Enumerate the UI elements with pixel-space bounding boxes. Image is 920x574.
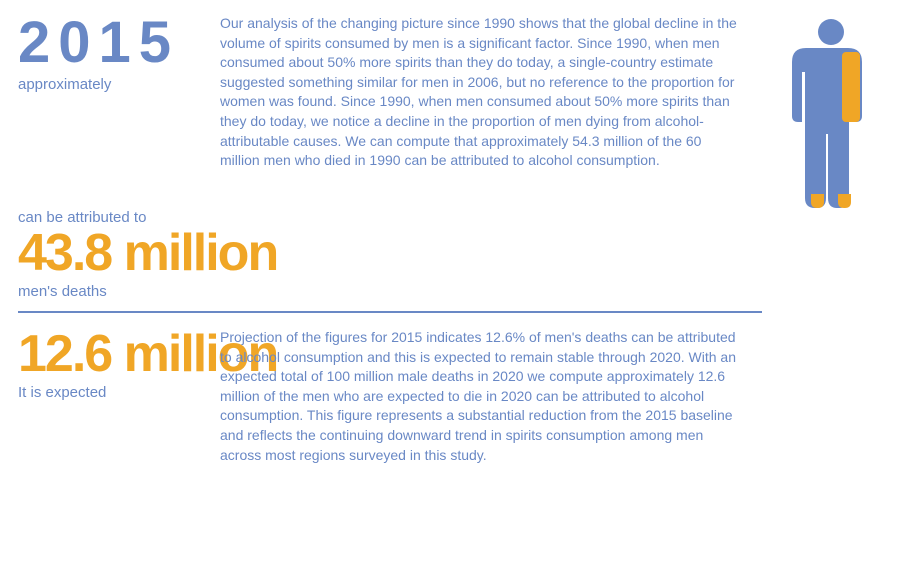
stat-number: 43.8 million [18, 227, 277, 279]
figure-head [818, 19, 844, 45]
body-paragraph: Projection of the figures for 2015 indic… [220, 328, 740, 465]
stat-caption: approximately [18, 76, 179, 94]
stat-caption: men's deaths [18, 283, 277, 301]
person-figure-icon [784, 18, 879, 208]
text-block: can be attributed to43.8 millionmen's de… [18, 205, 277, 301]
body-paragraph: Our analysis of the changing picture sin… [220, 14, 740, 171]
text-block: 2015 approximately [18, 14, 179, 94]
figure-accent [842, 52, 860, 122]
divider-rule [18, 311, 762, 313]
year-label: 2015 [18, 14, 179, 72]
